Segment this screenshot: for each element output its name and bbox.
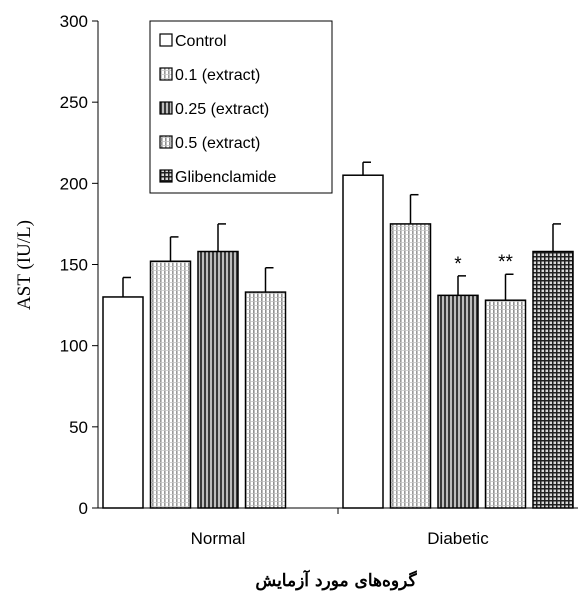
legend-swatch xyxy=(159,135,173,149)
bar xyxy=(342,174,384,509)
y-axis-title: AST (IU/L) xyxy=(14,220,35,310)
y-tick-label: 150 xyxy=(60,256,88,275)
y-tick-label: 300 xyxy=(60,12,88,31)
y-tick-label: 0 xyxy=(79,499,88,518)
bar xyxy=(389,223,432,509)
legend-label: Glibenclamide xyxy=(175,169,276,186)
legend-box xyxy=(149,20,333,194)
y-tick-label: 50 xyxy=(69,418,88,437)
legend-label: 0.1 (extract) xyxy=(175,67,260,84)
legend-label: Control xyxy=(175,33,227,50)
significance-marker: * xyxy=(454,254,462,275)
bar xyxy=(532,250,574,509)
bar xyxy=(149,260,192,509)
legend-swatch xyxy=(159,67,173,81)
y-tick-label: 100 xyxy=(60,337,88,356)
legend-label: 0.25 (extract) xyxy=(175,101,269,118)
legend-swatch xyxy=(159,33,173,47)
legend-swatch xyxy=(159,169,173,183)
legend-swatch xyxy=(159,101,173,115)
significance-marker: ** xyxy=(498,252,513,273)
legend-label: 0.5 (extract) xyxy=(175,135,260,152)
x-axis-title: گروه‌های مورد آزمایش xyxy=(255,569,417,591)
x-tick-label: Normal xyxy=(191,529,246,548)
bar xyxy=(244,291,287,509)
y-tick-label: 200 xyxy=(60,174,88,193)
y-tick-label: 250 xyxy=(60,93,88,112)
axes: 0 50 100 150 200 250 300 Normal Diabetic xyxy=(60,12,578,548)
x-tick-label: Diabetic xyxy=(427,529,489,548)
bar xyxy=(197,250,239,509)
bar xyxy=(102,296,144,509)
bars: * ** xyxy=(102,161,574,509)
bar xyxy=(437,294,479,509)
legend: Control 0.1 (extract) 0.25 (extract) 0.5 (e… xyxy=(149,20,333,194)
bar xyxy=(484,299,527,509)
